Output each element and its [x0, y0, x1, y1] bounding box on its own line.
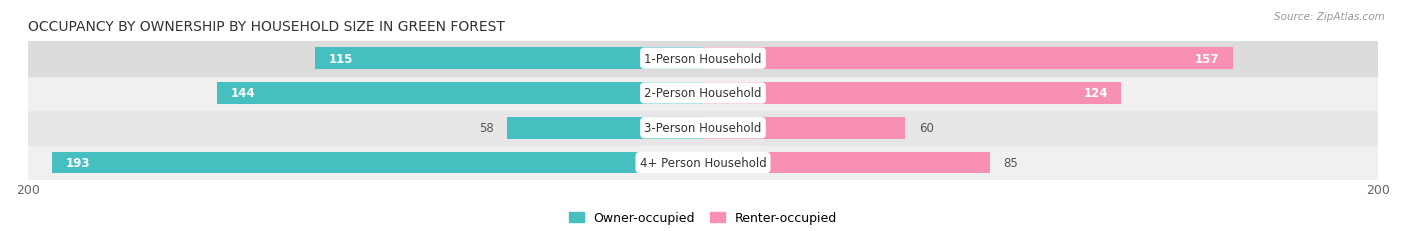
- Text: Source: ZipAtlas.com: Source: ZipAtlas.com: [1274, 12, 1385, 21]
- Bar: [315, 48, 703, 70]
- Bar: [28, 76, 1378, 111]
- Legend: Owner-occupied, Renter-occupied: Owner-occupied, Renter-occupied: [568, 211, 838, 224]
- Bar: [28, 146, 1378, 180]
- Text: 85: 85: [1004, 156, 1018, 169]
- Text: OCCUPANCY BY OWNERSHIP BY HOUSEHOLD SIZE IN GREEN FOREST: OCCUPANCY BY OWNERSHIP BY HOUSEHOLD SIZE…: [28, 20, 505, 33]
- Text: 115: 115: [329, 52, 353, 65]
- Text: 1-Person Household: 1-Person Household: [644, 52, 762, 65]
- Text: 124: 124: [1084, 87, 1108, 100]
- Bar: [28, 111, 1378, 146]
- Text: 144: 144: [231, 87, 256, 100]
- Text: 157: 157: [1195, 52, 1219, 65]
- Bar: [508, 118, 703, 139]
- Text: 4+ Person Household: 4+ Person Household: [640, 156, 766, 169]
- Bar: [28, 42, 1378, 76]
- Bar: [703, 118, 905, 139]
- Bar: [703, 152, 990, 174]
- Bar: [52, 152, 703, 174]
- Text: 60: 60: [920, 122, 934, 135]
- Text: 58: 58: [479, 122, 494, 135]
- Text: 2-Person Household: 2-Person Household: [644, 87, 762, 100]
- Bar: [703, 48, 1233, 70]
- Bar: [703, 83, 1122, 104]
- Text: 193: 193: [65, 156, 90, 169]
- Text: 3-Person Household: 3-Person Household: [644, 122, 762, 135]
- Bar: [217, 83, 703, 104]
